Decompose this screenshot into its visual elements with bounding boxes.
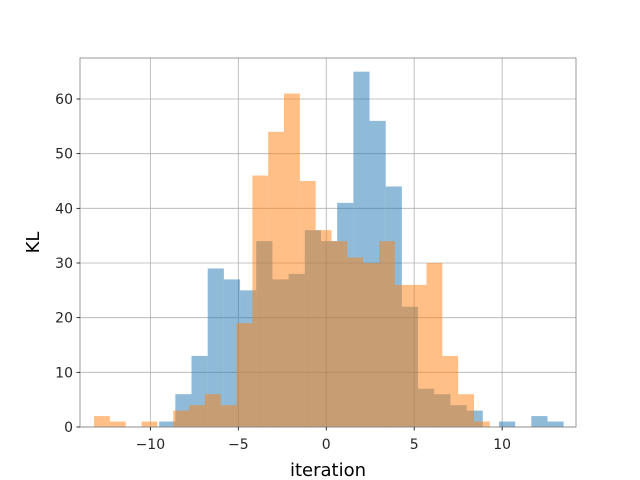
histogram-bar	[473, 421, 490, 427]
histogram-bar	[207, 268, 224, 427]
y-tick-label: 20	[55, 311, 73, 327]
y-tick-label: 30	[55, 256, 73, 272]
histogram-bar	[394, 284, 411, 427]
y-tick-label: 10	[55, 365, 73, 381]
histogram-bar	[315, 230, 332, 427]
y-tick-label: 0	[64, 420, 73, 436]
histogram-bar	[379, 241, 395, 427]
x-axis-label: iteration	[290, 460, 366, 480]
axis-ticks: −10 −5 0 5 10 0 10 20 30 40 50 60	[55, 92, 511, 453]
histogram-bar	[204, 394, 221, 427]
x-tick-label: 5	[410, 437, 419, 453]
histogram-bar	[284, 93, 300, 428]
histogram-bar	[410, 284, 427, 427]
histogram-bar	[347, 257, 364, 427]
histogram-bar	[223, 279, 241, 427]
series-2	[94, 93, 490, 428]
x-tick-label: −5	[228, 437, 249, 453]
x-tick-label: 10	[493, 437, 511, 453]
histogram-bar	[189, 405, 205, 427]
plot-frame	[79, 57, 577, 428]
y-tick-label: 40	[55, 201, 73, 217]
x-tick-label: −10	[136, 437, 166, 453]
histogram-bar	[458, 394, 474, 427]
histogram-bar	[442, 355, 459, 427]
histogram-bar	[426, 263, 443, 427]
histogram-bar	[94, 416, 110, 427]
histogram-bar	[220, 405, 237, 427]
x-tick-label: 0	[322, 437, 331, 453]
histogram-bar	[268, 131, 285, 428]
histogram-bar	[547, 421, 564, 427]
histogram-bar	[236, 323, 253, 427]
histogram-bar	[531, 416, 548, 427]
y-tick-label: 50	[55, 147, 73, 163]
histogram-bars	[94, 71, 564, 428]
histogram-bar	[141, 421, 158, 427]
histogram-bar	[299, 181, 316, 427]
histogram-bar	[331, 241, 348, 427]
histogram-bar	[498, 421, 516, 427]
histogram-bar	[363, 263, 380, 427]
histogram-bar	[252, 175, 269, 427]
histogram-bar	[159, 421, 176, 427]
histogram-bar	[173, 410, 190, 427]
histogram-bar	[109, 421, 126, 427]
y-tick-label: 60	[55, 92, 73, 108]
y-axis-label: KL	[23, 232, 44, 254]
